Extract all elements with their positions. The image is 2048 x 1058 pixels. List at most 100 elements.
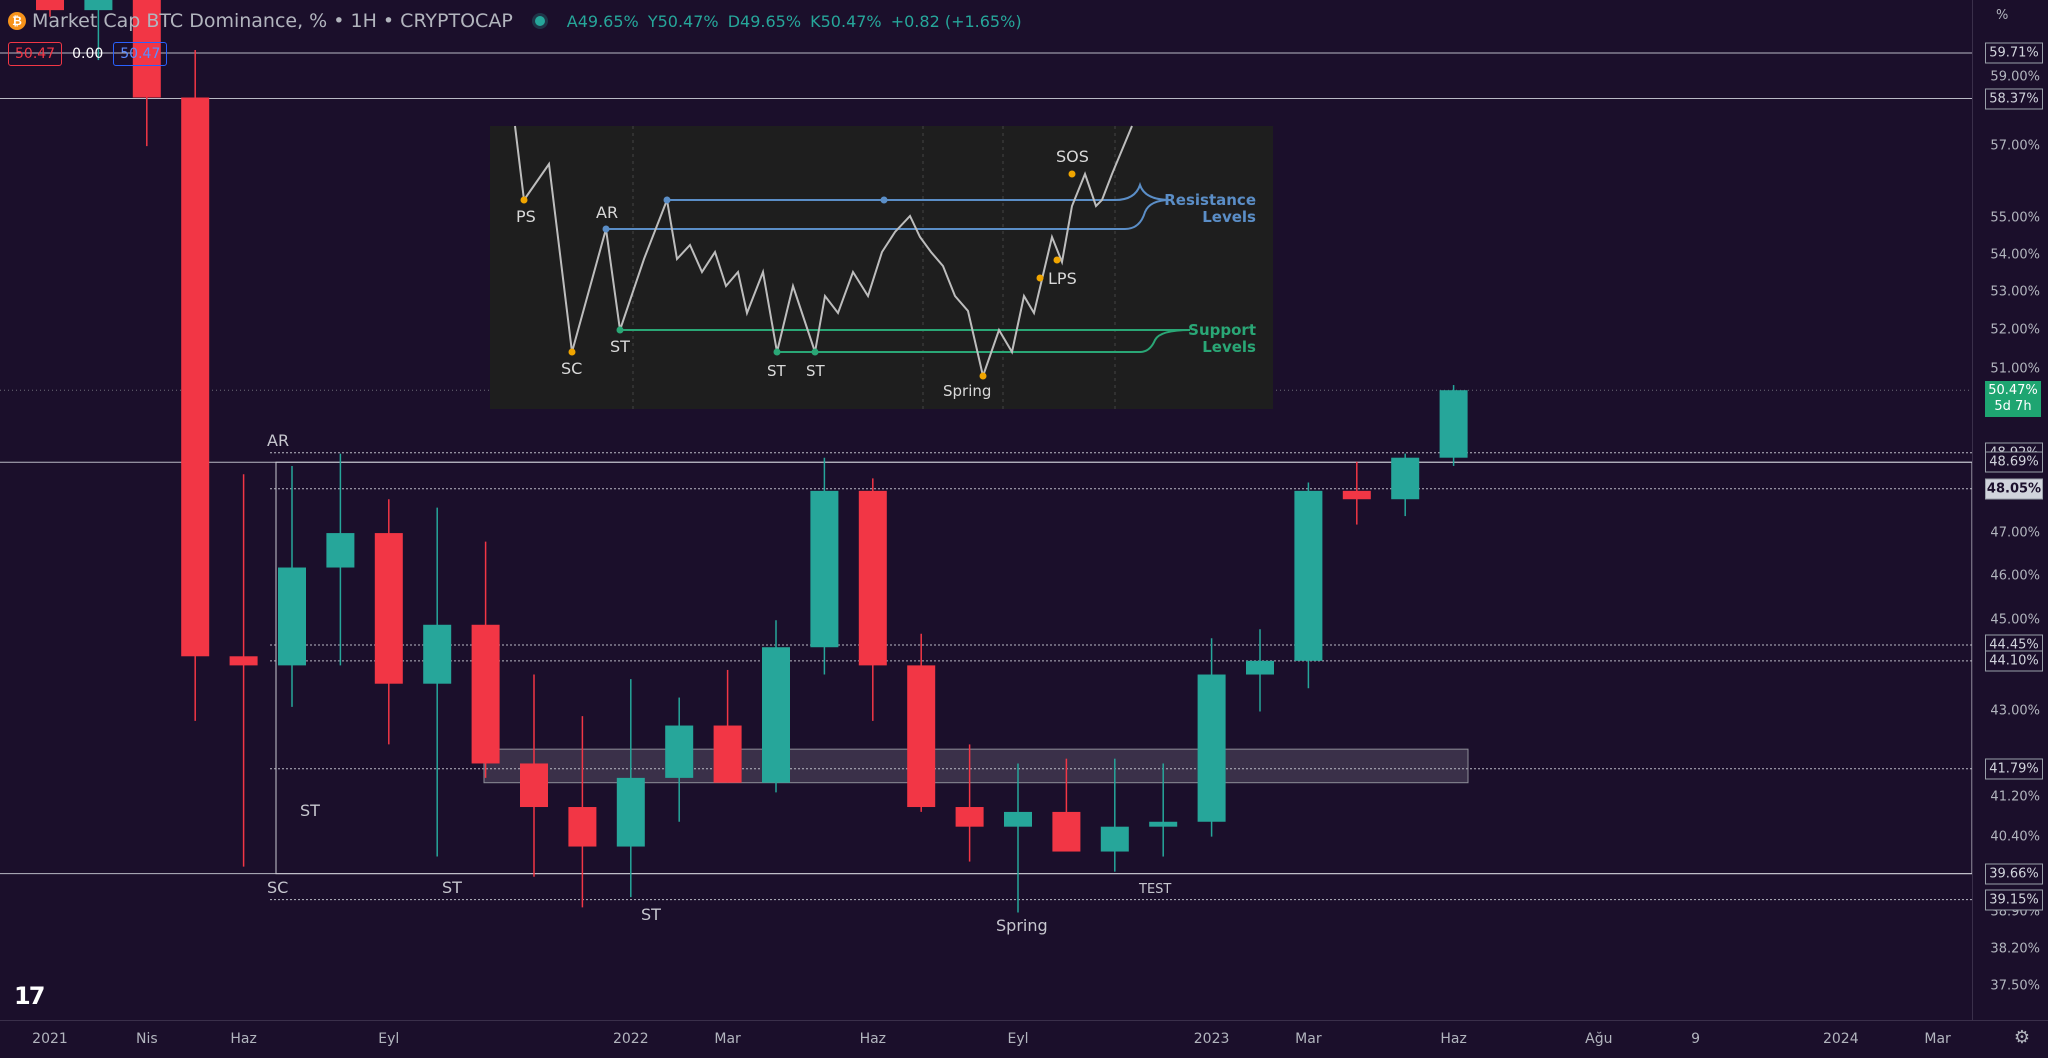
time-axis-label: Mar (714, 1031, 741, 1047)
candle-body (907, 665, 936, 808)
candle (520, 674, 548, 877)
candle (1052, 758, 1081, 852)
inset-label-spring: Spring (943, 382, 991, 400)
candle-body (1342, 490, 1371, 500)
label-st-1: ST (300, 801, 320, 820)
candle-body (858, 490, 887, 666)
time-axis-label: 2021 (32, 1031, 68, 1047)
price-axis-label: 52.00% (1990, 322, 2040, 338)
time-axis-label: Mar (1924, 1031, 1951, 1047)
inset-point-spring (979, 372, 987, 380)
candle-body (326, 533, 355, 568)
inset-point-res (663, 196, 671, 204)
time-axis-label: Nis (135, 1031, 158, 1047)
spread-value: 0.00 (72, 46, 104, 62)
candle (181, 49, 210, 721)
inset-label-st: ST (767, 362, 787, 380)
buy-price-box[interactable]: 50.47 (113, 42, 168, 66)
accumulation-range-box (275, 461, 1972, 875)
price-axis-label: 54.00% (1990, 247, 2040, 263)
candle (84, 0, 113, 61)
price-level-tag: 44.45% (1985, 634, 2043, 656)
label-ar: AR (267, 431, 289, 450)
price-axis-label: 37.50% (1990, 978, 2040, 994)
candle (278, 465, 306, 707)
time-axis-label: Haz (859, 1031, 887, 1047)
candle (423, 507, 452, 857)
inset-label-st: ST (806, 362, 826, 380)
candle-body (762, 647, 790, 783)
candle-body (1246, 660, 1274, 675)
inset-support-line (777, 329, 1191, 353)
price-level-tag: 59.71% (1985, 42, 2043, 64)
price-axis-label: 43.00% (1990, 703, 2040, 719)
inset-label-ps: PS (516, 207, 536, 226)
inset-label-lps: LPS (1048, 269, 1077, 288)
inset-label-sos: SOS (1056, 147, 1089, 166)
candle-body (520, 763, 548, 808)
time-axis-label: 9 (1691, 1031, 1701, 1047)
wyckoff-schematic-inset: PS AR SC ST ST ST Spring LPS SOS Resista… (490, 125, 1273, 409)
candle-body (471, 624, 500, 764)
candle-body (1294, 490, 1323, 661)
current-price-tag: 50.47% 5d 7h (1985, 381, 2041, 418)
bar-countdown: 5d 7h (1994, 399, 2032, 415)
candle-body (278, 567, 306, 666)
price-level-tag: 44.10% (1985, 650, 2043, 672)
time-axis-label: 2023 (1193, 1031, 1230, 1047)
price-axis-label: 46.00% (1990, 568, 2040, 584)
trade-boxes: 50.47 0.00 50.47 (8, 42, 168, 66)
ohlc-change: +0.82 (+1.65%) (890, 11, 1022, 31)
inset-label-support: Support (1188, 321, 1256, 339)
price-axis[interactable]: % (1972, 0, 2048, 1020)
ohlc-open: A49.65% (566, 11, 639, 31)
inset-label-resistance: Resistance (1164, 191, 1256, 209)
inset-point-sc (568, 348, 576, 356)
candle (1004, 763, 1032, 913)
label-st-2: ST (442, 878, 462, 897)
candle (1439, 385, 1468, 466)
candle (229, 474, 258, 867)
symbol-header[interactable]: ₿ Market Cap BTC Dominance, % • 1H • CRY… (8, 10, 1026, 32)
time-axis-label: 2022 (612, 1031, 649, 1047)
candle (762, 620, 790, 793)
price-axis-label: 40.40% (1990, 829, 2040, 845)
price-level-tag: 58.37% (1985, 88, 2043, 110)
inset-resistance-line (606, 199, 1171, 230)
label-spring: Spring (996, 916, 1048, 935)
candle (858, 478, 887, 721)
ohlc-low: D49.65% (727, 11, 802, 31)
candle-body (1100, 826, 1129, 852)
candle (1391, 453, 1420, 517)
price-axis-label: 47.00% (1990, 525, 2040, 541)
current-price: 50.47% (1988, 383, 2038, 399)
symbol-title[interactable]: Market Cap BTC Dominance, % • 1H • CRYPT… (32, 10, 513, 32)
candle (1197, 638, 1226, 837)
candle (616, 679, 645, 898)
price-chart[interactable]: AR SC ST ST ST Spring TEST PS AR SC ST S… (0, 0, 1972, 1020)
candle (36, 0, 64, 17)
tradingview-logo[interactable]: 17 (14, 982, 45, 1010)
inset-label-st: ST (610, 337, 630, 356)
candle-body (616, 777, 645, 847)
time-axis-label: Haz (230, 1031, 257, 1047)
gear-icon[interactable]: ⚙ (2013, 1027, 2030, 1048)
ohlc-high: Y50.47% (647, 11, 719, 31)
candle (326, 453, 355, 666)
time-axis[interactable]: ⚙ 2021 Nis Haz Eyl 2022 Mar Haz Eyl 2023 Mar Haz Ağ… (0, 1020, 2048, 1058)
sell-price-box[interactable]: 50.47 (8, 42, 63, 66)
candle (810, 457, 839, 675)
candle-body (1052, 811, 1081, 852)
inset-label-sc: SC (561, 359, 582, 378)
candle-body (423, 624, 452, 684)
time-axis-label: Haz (1440, 1031, 1467, 1047)
inset-point-res (880, 196, 888, 204)
time-axis-label: 2024 (1822, 1031, 1859, 1047)
candle (907, 633, 936, 812)
candle-body (568, 807, 597, 847)
price-axis-label: 57.00% (1990, 138, 2040, 154)
inset-point-lps (1036, 274, 1044, 282)
price-axis-label: 45.00% (1990, 612, 2040, 628)
time-axis-label: Ağu (1585, 1031, 1613, 1047)
candle (374, 499, 403, 745)
